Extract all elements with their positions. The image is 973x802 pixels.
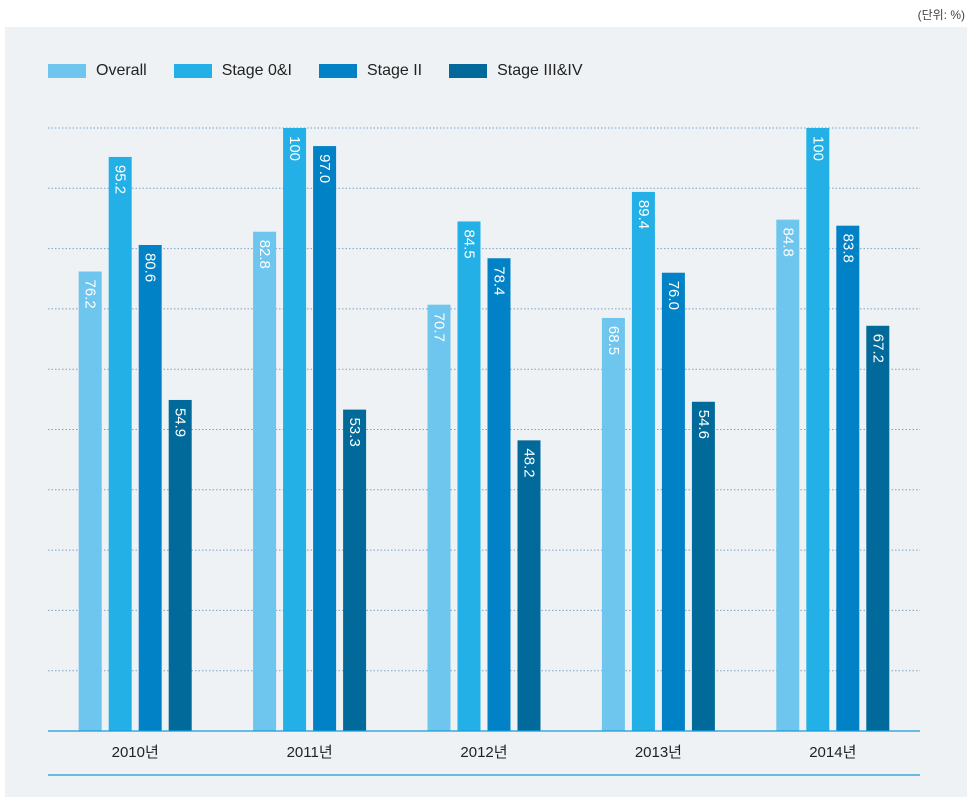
bar-value-label: 54.9 [172, 408, 189, 437]
bar-value-label: 48.2 [521, 448, 538, 477]
bar-value-label: 76.0 [665, 281, 682, 310]
unit-label: (단위: %) [917, 8, 965, 22]
bar [108, 156, 132, 732]
legend-swatch [48, 64, 86, 78]
bar-value-label: 100 [286, 136, 303, 161]
legend-item-stage-0-i: Stage 0&I [173, 62, 292, 80]
legend-item-stage-iii-iv: Stage III&IV [449, 62, 583, 80]
legend-label: Stage II [366, 62, 423, 79]
legend-item-stage-ii: Stage II [318, 62, 423, 80]
bar-value-label: 80.6 [142, 253, 159, 282]
bar [806, 128, 830, 731]
x-tick-label: 2013년 [635, 744, 682, 761]
bar [601, 317, 625, 731]
legend-label: Stage III&IV [497, 62, 583, 79]
chart-legend: Overall Stage 0&I Stage II Stage III&IV [48, 62, 610, 80]
bar-value-label: 84.5 [461, 229, 478, 258]
bar [427, 304, 451, 731]
x-tick-label: 2011년 [287, 744, 333, 761]
bar-value-label: 89.4 [635, 200, 652, 229]
bar-value-label: 100 [809, 136, 826, 161]
bar [168, 399, 192, 731]
bar [487, 258, 511, 731]
bar-value-label: 82.8 [256, 240, 273, 269]
bar [776, 219, 800, 731]
bar-value-label: 68.5 [605, 326, 622, 355]
legend-swatch [318, 64, 357, 78]
bar-value-label: 97.0 [316, 154, 333, 183]
bar [836, 225, 860, 731]
legend-swatch [449, 64, 488, 78]
bar [138, 244, 162, 731]
bar-value-label: 78.4 [491, 266, 508, 295]
bar [283, 128, 307, 731]
bar [313, 146, 337, 732]
legend-item-overall: Overall [48, 62, 147, 80]
bar-value-label: 67.2 [869, 334, 886, 363]
bar-value-label: 76.2 [82, 280, 99, 309]
bar-value-label: 83.8 [839, 234, 856, 263]
x-tick-label: 2010년 [112, 744, 159, 761]
legend-label: Stage 0&I [221, 62, 292, 79]
bar [253, 231, 277, 731]
legend-label: Overall [96, 62, 147, 79]
bar [457, 221, 481, 731]
bar [866, 325, 890, 731]
bar [517, 440, 541, 731]
bar [78, 271, 102, 731]
bar [691, 401, 715, 731]
bar [343, 409, 367, 731]
bar-value-label: 95.2 [112, 165, 129, 194]
bar [631, 191, 655, 732]
x-tick-label: 2012년 [460, 744, 507, 761]
legend-swatch [173, 64, 212, 78]
x-tick-label: 2014년 [809, 744, 856, 761]
bar [661, 272, 685, 731]
bar-value-label: 70.7 [431, 313, 448, 342]
bar-value-label: 54.6 [695, 410, 712, 439]
bar-value-label: 84.8 [779, 228, 796, 257]
bar-value-label: 53.3 [346, 418, 363, 447]
